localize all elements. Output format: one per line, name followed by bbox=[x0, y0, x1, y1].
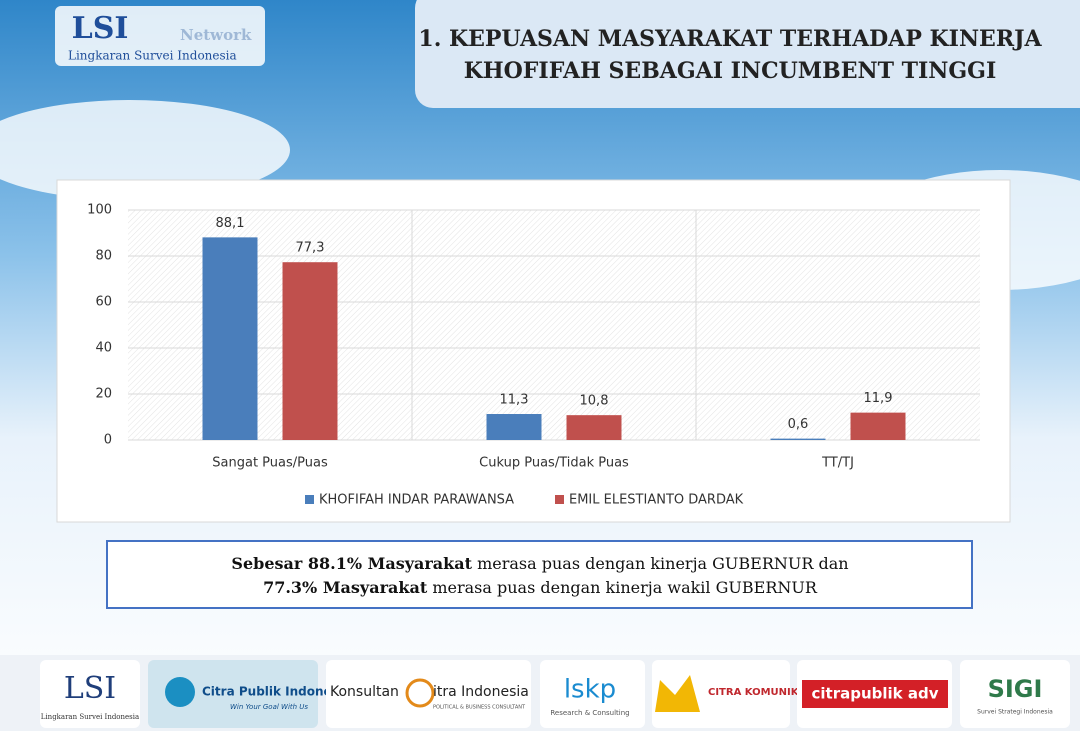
footer-logo-sub: Survei Strategi Indonesia bbox=[977, 709, 1053, 716]
footer-icon bbox=[405, 678, 435, 708]
logo-subtitle: Lingkaran Survei Indonesia bbox=[68, 49, 237, 63]
footer-tile bbox=[960, 660, 1070, 728]
logo-network: Network bbox=[180, 26, 252, 44]
legend-label: EMIL ELESTIANTO DARDAK bbox=[569, 493, 744, 508]
caption-box bbox=[106, 540, 973, 609]
value-label: 88,1 bbox=[216, 216, 245, 231]
y-tick-label: 60 bbox=[95, 295, 112, 310]
footer-tile bbox=[326, 660, 531, 728]
legend-swatch bbox=[555, 495, 564, 504]
footer-tile bbox=[540, 660, 645, 728]
x-tick-label: TT/TJ bbox=[821, 456, 854, 471]
x-tick-label: Sangat Puas/Puas bbox=[212, 456, 328, 471]
footer-logo: SIGI bbox=[988, 675, 1043, 703]
footer-logo-sub: POLITICAL & BUSINESS CONSULTANT bbox=[433, 705, 526, 711]
title: KHOFIFAH SEBAGAI INCUMBENT TINGGI bbox=[464, 58, 997, 84]
caption-text: merasa puas dengan kinerja wakil GUBERNU… bbox=[432, 578, 818, 597]
footer-logo-sub: Lingkaran Survei Indonesia bbox=[41, 713, 139, 721]
value-label: 77,3 bbox=[296, 241, 325, 256]
y-tick-label: 100 bbox=[87, 203, 112, 218]
caption-line: 77.3% Masyarakat merasa puas dengan kine… bbox=[263, 578, 818, 597]
bar bbox=[566, 415, 622, 440]
bar bbox=[202, 237, 258, 440]
footer-icon bbox=[165, 677, 195, 707]
y-tick-label: 20 bbox=[95, 387, 112, 402]
caption-text: merasa puas dengan kinerja GUBERNUR dan bbox=[477, 554, 849, 573]
footer-tile bbox=[40, 660, 140, 728]
footer-logo-sub: Research & Consulting bbox=[550, 709, 629, 717]
bar bbox=[770, 438, 826, 440]
footer-icon bbox=[655, 675, 700, 712]
footer-logo-sub: Win Your Goal With Us bbox=[230, 703, 308, 711]
caption-bold: 77.3% Masyarakat bbox=[263, 578, 428, 597]
footer-logo: itra Indonesia bbox=[433, 684, 529, 700]
bar bbox=[486, 414, 542, 440]
caption-bold: Sebesar 88.1% Masyarakat bbox=[231, 554, 472, 573]
footer-icon bbox=[802, 680, 948, 708]
bar bbox=[850, 412, 906, 440]
y-tick-label: 80 bbox=[95, 249, 112, 264]
value-label: 0,6 bbox=[788, 417, 809, 432]
footer-logo: citrapublik adv bbox=[812, 685, 939, 703]
value-label: 10,8 bbox=[580, 394, 609, 409]
bar bbox=[282, 262, 338, 440]
logo-mark: LSI bbox=[72, 11, 129, 46]
title-box bbox=[415, 0, 1080, 108]
legend-label: KHOFIFAH INDAR PARAWANSA bbox=[319, 493, 514, 508]
caption-line: Sebesar 88.1% Masyarakat merasa puas den… bbox=[231, 554, 848, 573]
x-tick-label: Cukup Puas/Tidak Puas bbox=[479, 456, 629, 471]
title: 1. KEPUASAN MASYARAKAT TERHADAP KINERJA bbox=[418, 26, 1042, 52]
y-tick-label: 0 bbox=[104, 433, 112, 448]
legend-swatch bbox=[305, 495, 314, 504]
footer-logo: Citra Publik Indonesia bbox=[202, 685, 351, 699]
footer-tile bbox=[148, 660, 318, 728]
plot-area bbox=[128, 210, 980, 440]
cloud bbox=[0, 100, 290, 200]
logo-box bbox=[55, 6, 265, 66]
value-label: 11,9 bbox=[864, 391, 893, 406]
footer-logo: lskp bbox=[564, 675, 616, 705]
y-tick-label: 40 bbox=[95, 341, 112, 356]
value-label: 11,3 bbox=[500, 393, 529, 408]
footer-logo: Konsultan bbox=[330, 684, 399, 700]
footer-logo: CITRA KOMUNIKASI LSI bbox=[708, 687, 838, 698]
footer-logo: LSI bbox=[64, 671, 116, 706]
